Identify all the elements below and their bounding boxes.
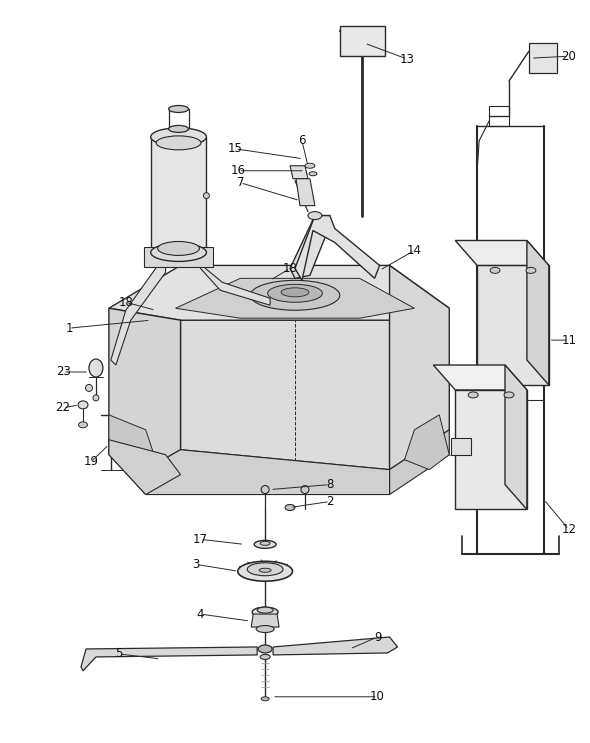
Text: 5: 5 [115, 647, 123, 661]
Polygon shape [389, 265, 449, 470]
Ellipse shape [261, 486, 269, 493]
Polygon shape [109, 440, 181, 495]
Ellipse shape [259, 568, 271, 572]
Ellipse shape [285, 504, 295, 510]
Polygon shape [451, 438, 471, 455]
Text: 20: 20 [561, 50, 576, 62]
Ellipse shape [158, 241, 199, 256]
Text: 4: 4 [196, 608, 204, 620]
Polygon shape [295, 215, 379, 280]
Ellipse shape [250, 280, 340, 311]
Polygon shape [109, 415, 156, 470]
Ellipse shape [252, 607, 278, 617]
Text: 11: 11 [561, 334, 576, 347]
Ellipse shape [156, 136, 201, 150]
Text: 15: 15 [228, 143, 242, 155]
Ellipse shape [150, 244, 206, 262]
Polygon shape [455, 241, 549, 265]
Polygon shape [290, 215, 330, 279]
Polygon shape [505, 365, 527, 510]
Text: 18: 18 [283, 262, 297, 275]
Text: 14: 14 [407, 244, 422, 257]
Polygon shape [181, 320, 389, 470]
Ellipse shape [268, 285, 322, 302]
Text: 6: 6 [298, 134, 306, 147]
Polygon shape [527, 241, 549, 385]
Ellipse shape [78, 401, 88, 409]
Ellipse shape [256, 626, 274, 632]
Ellipse shape [78, 422, 87, 428]
Polygon shape [146, 450, 389, 495]
Ellipse shape [257, 607, 273, 613]
Ellipse shape [169, 126, 188, 132]
Text: 10: 10 [370, 690, 385, 704]
Polygon shape [144, 247, 214, 267]
Polygon shape [405, 415, 449, 470]
Ellipse shape [468, 392, 478, 398]
Ellipse shape [204, 192, 209, 198]
Text: 19: 19 [83, 455, 99, 468]
Polygon shape [455, 390, 527, 510]
Ellipse shape [86, 384, 93, 392]
Ellipse shape [305, 163, 315, 168]
Ellipse shape [169, 106, 188, 112]
Polygon shape [273, 637, 398, 655]
Ellipse shape [260, 542, 270, 545]
Polygon shape [109, 268, 447, 322]
Ellipse shape [258, 645, 272, 653]
Text: 7: 7 [237, 176, 244, 189]
Ellipse shape [308, 212, 322, 220]
Polygon shape [111, 253, 166, 365]
Polygon shape [251, 614, 279, 627]
Text: 16: 16 [231, 164, 246, 178]
Polygon shape [201, 253, 270, 305]
Ellipse shape [526, 267, 536, 273]
Polygon shape [296, 179, 315, 206]
Ellipse shape [301, 486, 309, 493]
Polygon shape [109, 429, 181, 495]
Ellipse shape [309, 172, 317, 176]
Polygon shape [109, 308, 181, 470]
Polygon shape [109, 265, 449, 320]
Ellipse shape [254, 540, 276, 548]
Ellipse shape [490, 267, 500, 273]
Ellipse shape [281, 288, 309, 296]
Text: 9: 9 [374, 631, 381, 643]
Ellipse shape [150, 128, 206, 146]
Polygon shape [433, 365, 527, 390]
Text: 8: 8 [326, 478, 333, 491]
Ellipse shape [247, 562, 283, 576]
Polygon shape [389, 429, 449, 495]
Text: 2: 2 [326, 495, 333, 508]
Text: 1: 1 [65, 322, 73, 334]
Polygon shape [150, 137, 206, 253]
Ellipse shape [504, 392, 514, 398]
Polygon shape [176, 279, 414, 318]
Ellipse shape [238, 561, 293, 581]
Text: 13: 13 [400, 53, 415, 65]
Ellipse shape [261, 697, 269, 701]
Text: 17: 17 [193, 533, 208, 546]
Text: 23: 23 [55, 366, 71, 378]
Text: 18: 18 [119, 296, 133, 309]
Ellipse shape [93, 395, 99, 401]
Ellipse shape [260, 655, 270, 660]
Text: 12: 12 [561, 523, 576, 536]
Ellipse shape [89, 359, 103, 377]
Polygon shape [340, 26, 385, 56]
Polygon shape [290, 166, 308, 179]
Polygon shape [81, 647, 257, 671]
Text: 22: 22 [55, 401, 71, 415]
Text: 3: 3 [192, 558, 199, 571]
Text: eReplacementParts.com: eReplacementParts.com [211, 393, 379, 407]
Polygon shape [529, 43, 557, 73]
Polygon shape [477, 265, 549, 385]
